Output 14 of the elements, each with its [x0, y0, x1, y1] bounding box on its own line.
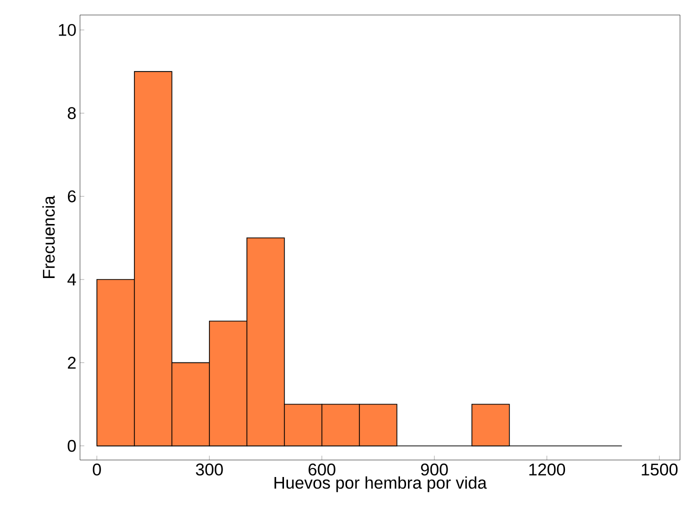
y-tick-label: 0	[68, 440, 76, 452]
x-axis-title: Huevos por hembra por vida	[274, 476, 487, 492]
x-tick-label: 600	[308, 464, 336, 476]
y-axis-title: Frecuencia	[42, 196, 55, 278]
x-tick-label: 900	[421, 464, 448, 476]
y-tick-label: 8	[68, 107, 76, 120]
x-tick-label: 0	[92, 464, 101, 476]
y-tick-label: 2	[68, 356, 76, 369]
x-tick-label: 1200	[529, 464, 566, 476]
y-tick-label: 4	[67, 274, 76, 286]
x-tick-label: 300	[196, 464, 223, 476]
x-tick-label: 1500	[642, 464, 678, 476]
y-tick-label: 6	[68, 190, 76, 202]
y-tick-label: 10	[58, 24, 76, 36]
